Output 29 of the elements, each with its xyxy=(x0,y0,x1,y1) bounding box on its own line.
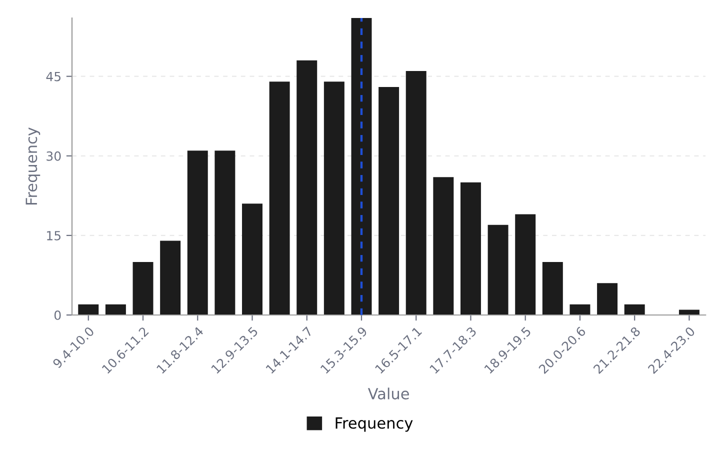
bar xyxy=(269,82,290,315)
bar xyxy=(296,60,318,315)
bar xyxy=(678,310,700,315)
bar xyxy=(488,224,508,315)
bar xyxy=(570,304,590,315)
bar xyxy=(242,204,262,315)
bar xyxy=(324,82,344,315)
bar xyxy=(433,177,454,315)
bar xyxy=(378,86,400,315)
bar xyxy=(406,71,426,315)
bar xyxy=(624,304,645,315)
bar xyxy=(351,18,372,315)
legend-label: Frequency xyxy=(336,417,413,432)
bar xyxy=(187,150,208,315)
y-tick-label: 15 xyxy=(47,231,60,240)
bar xyxy=(542,262,563,315)
bar xyxy=(78,304,99,315)
bar xyxy=(460,182,481,315)
bar xyxy=(515,214,536,315)
y-axis-title: Frequency xyxy=(26,127,40,204)
bar xyxy=(214,150,236,315)
y-tick-label: 45 xyxy=(46,72,60,82)
bar xyxy=(160,240,181,315)
y-tick-label: 0 xyxy=(54,310,61,320)
bar xyxy=(132,262,154,315)
bar xyxy=(105,304,126,315)
bar xyxy=(597,283,618,315)
x-axis-title: Value xyxy=(368,388,409,400)
y-tick-label: 30 xyxy=(46,151,61,161)
